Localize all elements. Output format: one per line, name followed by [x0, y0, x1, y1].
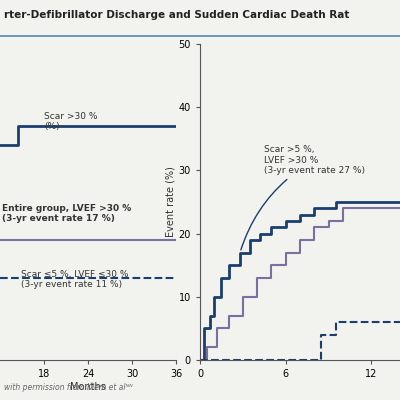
X-axis label: Months: Months [70, 382, 106, 392]
Text: Entire group, LVEF >30 %
(3-yr event rate 17 %): Entire group, LVEF >30 % (3-yr event rat… [2, 204, 131, 223]
Y-axis label: Event rate (%): Event rate (%) [166, 166, 176, 238]
Text: with permission from Klem et alᴺᴺ: with permission from Klem et alᴺᴺ [4, 383, 133, 392]
Text: Scar >30 %
(%): Scar >30 % (%) [44, 112, 98, 131]
Text: rter-Defibrillator Discharge and Sudden Cardiac Death Rat: rter-Defibrillator Discharge and Sudden … [4, 10, 349, 20]
Text: Scar ≤5 %, LVEF ≤30 %
(3-yr event rate 11 %): Scar ≤5 %, LVEF ≤30 % (3-yr event rate 1… [21, 270, 129, 289]
Text: Scar >5 %,
LVEF >30 %
(3-yr event rate 27 %): Scar >5 %, LVEF >30 % (3-yr event rate 2… [241, 145, 365, 250]
